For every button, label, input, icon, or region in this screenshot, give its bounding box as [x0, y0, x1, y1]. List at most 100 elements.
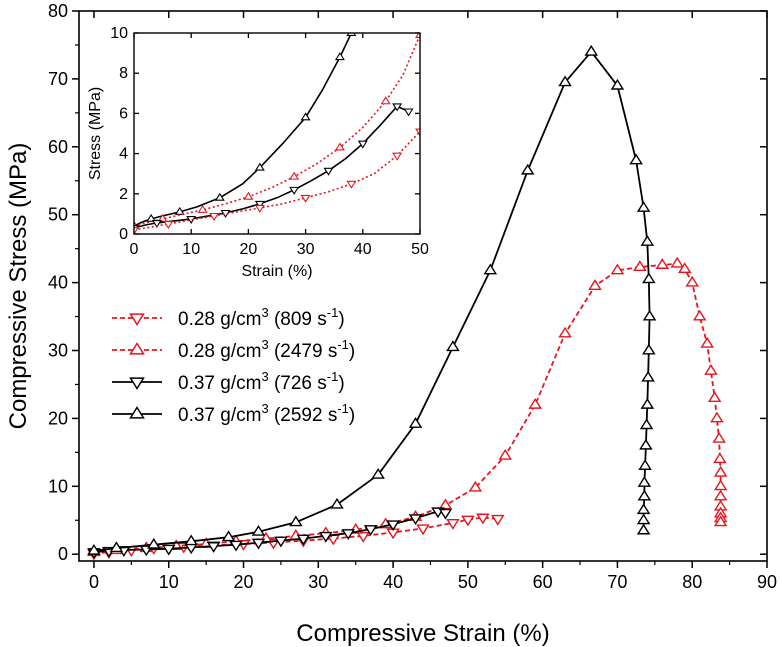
inset-y-tick-label: 0 — [119, 226, 128, 243]
data-point — [685, 275, 699, 287]
inset-data-point — [334, 142, 345, 151]
y-tick-label: 10 — [48, 476, 68, 496]
data-point — [184, 534, 198, 546]
y-axis-title: Compressive Stress (MPa) — [5, 143, 32, 430]
legend-marker — [129, 313, 145, 326]
data-point — [640, 398, 655, 409]
y-tick-label: 0 — [58, 544, 68, 564]
x-tick-label: 40 — [383, 572, 403, 592]
inset-data-point — [380, 96, 391, 105]
legend-marker — [129, 377, 145, 390]
data-point — [677, 262, 692, 274]
inset-data-point — [323, 167, 334, 176]
data-point — [483, 263, 498, 275]
x-tick-label: 90 — [757, 572, 777, 592]
data-point — [636, 513, 651, 525]
data-point — [416, 524, 430, 536]
data-point — [633, 260, 647, 271]
inset-data-point — [151, 219, 162, 228]
inset-y-tick-label: 8 — [119, 65, 128, 82]
data-point — [87, 543, 101, 555]
data-point — [296, 534, 311, 546]
data-point — [341, 529, 355, 540]
inset-data-point — [357, 140, 368, 149]
data-point — [161, 544, 176, 556]
data-point — [468, 480, 483, 492]
inset-data-point — [300, 194, 311, 203]
series-3 — [87, 44, 657, 555]
data-point — [147, 537, 161, 549]
inset-data-point — [289, 171, 300, 180]
data-point — [655, 258, 670, 269]
inset-data-point — [346, 180, 357, 189]
data-point — [610, 78, 625, 90]
data-point — [638, 459, 652, 470]
data-point — [713, 489, 728, 501]
inset-y-tick-label: 10 — [110, 25, 128, 42]
y-tick-label: 20 — [48, 408, 68, 428]
inset-x-axis-title: Strain (%) — [241, 263, 312, 280]
inset-x-tick-label: 40 — [354, 241, 372, 258]
inset-x-tick-label: 10 — [182, 241, 200, 258]
legend-label: 0.37 g/cm3 (2592 s-1) — [178, 401, 355, 426]
legend-entry-0: 0.28 g/cm3 (809 s-1) — [112, 305, 345, 330]
data-point — [642, 309, 657, 321]
data-point — [713, 515, 728, 527]
inset-y-tick-label: 4 — [119, 146, 128, 163]
data-point — [712, 431, 726, 443]
x-axis-title: Compressive Strain (%) — [296, 620, 549, 647]
inset-data-point — [289, 186, 300, 195]
inset-x-tick-label: 30 — [297, 241, 315, 258]
y-tick-label: 70 — [48, 69, 68, 89]
data-point — [713, 479, 728, 491]
data-point — [629, 153, 643, 165]
inset-data-point — [392, 152, 403, 161]
data-point — [636, 201, 651, 212]
data-point — [670, 256, 685, 268]
plot-frame — [78, 10, 768, 562]
inset-x-tick-label: 20 — [240, 241, 258, 258]
inset-data-point — [209, 212, 220, 221]
data-point — [408, 417, 423, 428]
inset-data-point — [243, 191, 254, 200]
data-point — [584, 44, 599, 56]
data-point — [692, 309, 707, 321]
legend: 0.28 g/cm3 (809 s-1) 0.28 g/cm3 (2479 s-1… — [112, 305, 355, 426]
data-point — [637, 476, 652, 487]
data-point — [274, 536, 288, 548]
y-tick-label: 50 — [48, 205, 68, 225]
inset-data-point — [415, 33, 420, 38]
inset-series-line — [134, 34, 420, 227]
data-point — [639, 418, 654, 430]
inset-data-point — [157, 213, 168, 222]
inset-data-point — [163, 221, 174, 229]
inset-data-point — [392, 103, 403, 112]
inset-data-point — [415, 128, 420, 137]
data-point — [386, 520, 400, 532]
data-point — [251, 538, 266, 550]
data-point — [408, 514, 423, 526]
inset-data-point — [254, 200, 265, 209]
data-point — [491, 514, 505, 526]
data-point — [438, 498, 453, 510]
x-tick-label: 70 — [607, 572, 627, 592]
main-plot: 0 10 20 30 40 50 60 70 80 9001020304050607080Comp… — [5, 1, 777, 647]
inset-frame — [133, 32, 421, 235]
data-point — [251, 524, 266, 536]
data-point — [528, 398, 542, 409]
inset-x-tick-label: 50 — [411, 241, 429, 258]
legend-entry-3: 0.37 g/cm3 (2592 s-1) — [112, 401, 355, 426]
inset-data-point — [346, 33, 357, 36]
inset-background — [134, 33, 420, 234]
inset-data-point — [334, 52, 345, 61]
data-point — [558, 326, 572, 338]
data-point — [636, 503, 651, 515]
data-point — [713, 465, 728, 477]
inset-y-tick-label: 6 — [119, 105, 128, 122]
legend-marker — [129, 342, 145, 355]
data-point — [713, 452, 727, 464]
data-point — [363, 525, 378, 536]
x-tick-label: 60 — [533, 572, 553, 592]
data-point — [642, 343, 656, 355]
inset-data-point — [146, 213, 157, 222]
